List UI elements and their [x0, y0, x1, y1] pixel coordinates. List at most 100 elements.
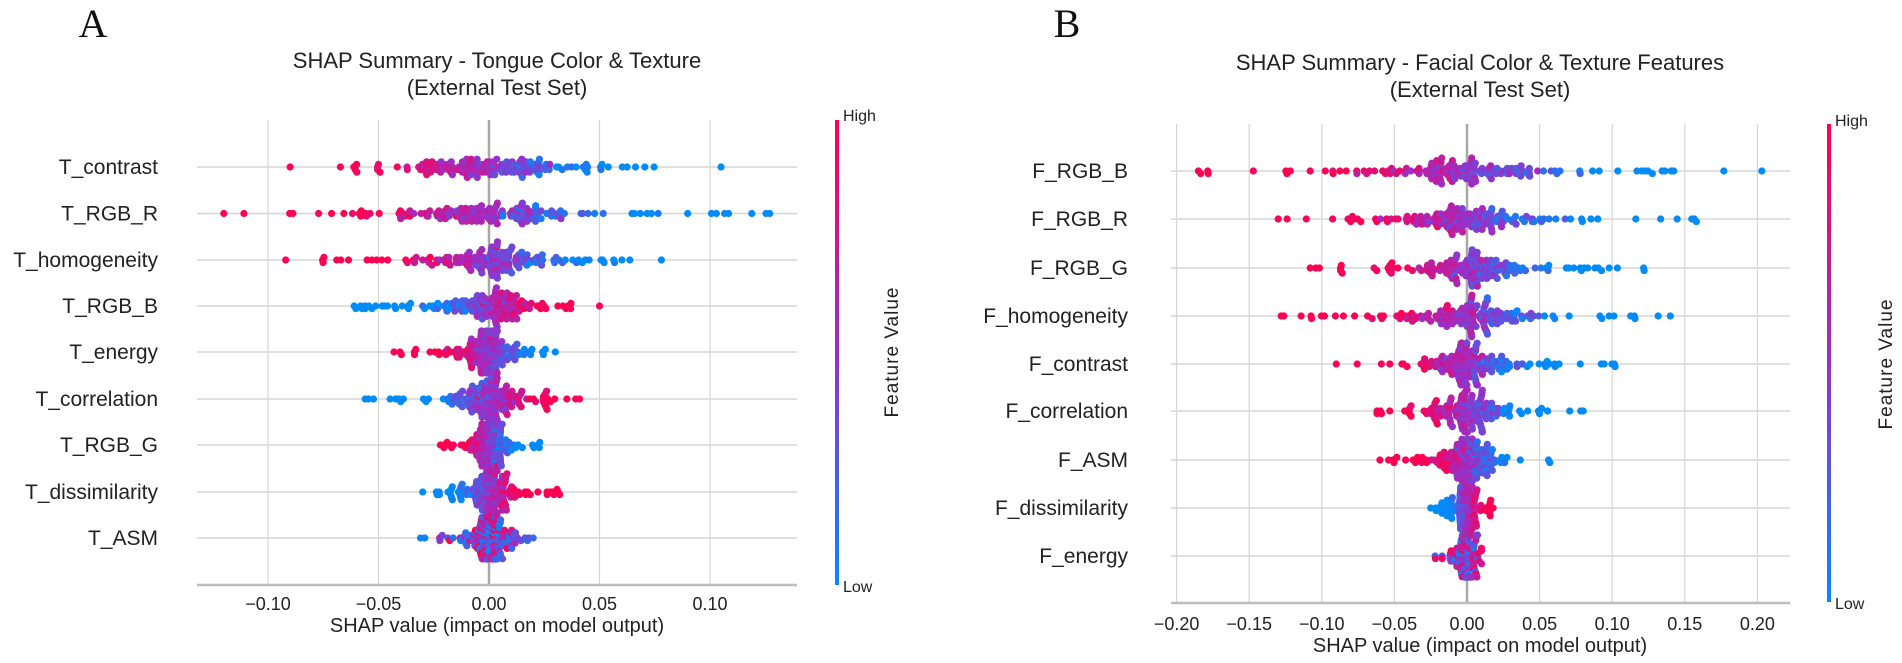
shap-point	[426, 253, 434, 261]
shap-point	[1473, 531, 1482, 539]
shap-point	[1595, 167, 1603, 175]
beeswarm-F_ASM	[1376, 435, 1554, 485]
shap-point	[493, 220, 501, 228]
shap-point	[1366, 167, 1374, 175]
shap-point	[1486, 512, 1494, 520]
shap-point	[426, 207, 434, 215]
shap-point	[1530, 312, 1538, 320]
feature-label: F_ASM	[1058, 449, 1128, 472]
colorbar-high-label: High	[843, 108, 876, 125]
feature-label: T_homogeneity	[13, 249, 158, 272]
shap-point	[657, 256, 666, 264]
shap-point	[1506, 363, 1514, 371]
shap-point	[1610, 312, 1618, 320]
shap-point	[1567, 215, 1575, 223]
shap-point	[1443, 302, 1451, 310]
x-tick-label: −0.10	[245, 594, 291, 614]
shap-point	[513, 340, 521, 348]
shap-point	[1468, 333, 1476, 341]
shap-point	[1473, 486, 1481, 494]
shap-point	[1424, 309, 1433, 317]
shap-point	[611, 259, 619, 267]
shap-point	[591, 209, 599, 218]
shap-point	[493, 327, 501, 335]
shap-point	[493, 369, 501, 377]
beeswarm-F_homogeneity	[1277, 291, 1674, 341]
x-tick-label: −0.20	[1154, 614, 1200, 634]
shap-point	[1537, 264, 1545, 272]
shap-point	[1448, 423, 1456, 431]
shap-point	[518, 248, 526, 256]
shap-point	[1611, 363, 1619, 371]
shap-point	[600, 259, 608, 267]
shap-point	[538, 251, 546, 259]
beeswarm-T_dissimilarity	[419, 467, 564, 517]
shap-point	[386, 395, 394, 403]
shap-point	[493, 199, 501, 207]
shap-point	[369, 395, 378, 403]
chart-title-line-1: SHAP Summary - Facial Color & Texture Fe…	[1236, 50, 1724, 75]
shap-point	[1556, 167, 1564, 175]
shap-point	[289, 209, 297, 218]
shap-point	[532, 202, 540, 210]
shap-point	[435, 491, 443, 499]
shap-point	[492, 284, 501, 292]
shap-point	[1600, 360, 1608, 368]
chart-title-line-2: (External Test Set)	[1390, 77, 1571, 102]
shap-point	[397, 351, 405, 359]
shap-point	[1477, 544, 1486, 552]
shap-point	[1371, 167, 1379, 175]
shap-point	[535, 171, 543, 179]
beeswarm-T_correlation	[361, 374, 584, 424]
x-tick-label: 0.10	[1595, 614, 1630, 634]
shap-point	[1302, 215, 1310, 223]
shap-point	[1535, 360, 1543, 368]
beeswarm-F_contrast	[1332, 339, 1619, 389]
shap-point	[1566, 407, 1574, 415]
shap-point	[1673, 215, 1681, 223]
shap-point	[557, 215, 565, 223]
shap-point	[526, 491, 534, 499]
shap-point	[1353, 170, 1361, 178]
shap-point	[554, 302, 562, 310]
shap-point	[1506, 412, 1514, 420]
shap-point	[1447, 394, 1455, 402]
shap-point	[1453, 280, 1461, 288]
x-tick-label: 0.05	[582, 594, 617, 614]
shap-point	[1417, 267, 1425, 275]
beeswarm-F_energy	[1431, 531, 1486, 581]
shap-point	[1526, 172, 1534, 180]
shap-point	[512, 292, 521, 300]
shap-point	[1472, 322, 1480, 330]
shap-point	[390, 348, 398, 356]
shap-point	[1342, 167, 1350, 175]
shap-point	[467, 155, 475, 163]
shap-point	[1503, 453, 1511, 461]
shap-point	[584, 209, 592, 218]
shap-point	[1584, 264, 1592, 272]
shap-point	[220, 209, 228, 218]
shap-point	[1632, 215, 1640, 223]
shap-point	[448, 171, 456, 179]
shap-point	[1368, 315, 1376, 323]
shap-point	[1517, 410, 1526, 418]
beeswarm-T_RGB_G	[436, 420, 544, 470]
shap-point	[1538, 404, 1546, 412]
beeswarm-F_correlation	[1373, 386, 1587, 436]
x-tick-label: −0.10	[1299, 614, 1345, 634]
shap-point	[1393, 453, 1401, 461]
shap-point	[353, 160, 361, 168]
shap-point	[1539, 167, 1548, 175]
shap-point	[1297, 312, 1305, 320]
x-tick-label: −0.05	[356, 594, 402, 614]
feature-label: T_dissimilarity	[25, 481, 159, 504]
shap-point	[336, 163, 344, 171]
shap-point	[1631, 315, 1639, 323]
shap-point	[560, 209, 569, 218]
shap-point	[1576, 360, 1584, 368]
shap-point	[1386, 407, 1394, 415]
shap-point	[455, 353, 463, 361]
shap-point	[378, 256, 386, 264]
shap-point	[1431, 555, 1439, 563]
shap-point	[1403, 212, 1411, 220]
